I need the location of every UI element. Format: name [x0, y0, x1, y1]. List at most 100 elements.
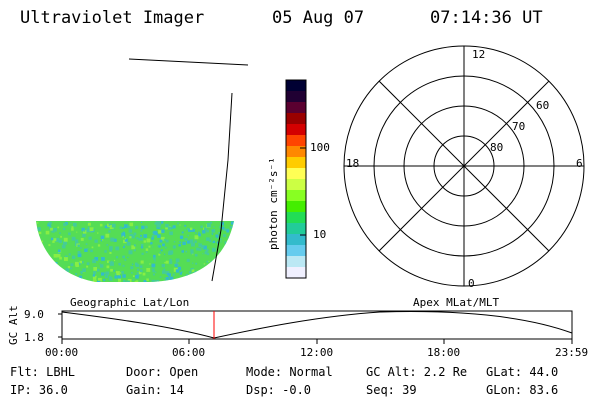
timeline-x-label-1200: 12:00	[300, 346, 334, 359]
image-pixel	[224, 242, 227, 245]
image-pixel	[124, 238, 126, 240]
image-pixel	[202, 253, 204, 255]
image-pixel	[165, 277, 169, 280]
image-pixel	[165, 239, 169, 243]
image-pixel	[48, 244, 51, 247]
colorbar-segment	[286, 157, 306, 169]
image-pixel	[219, 225, 222, 229]
image-pixel	[38, 271, 43, 276]
image-pixel	[167, 226, 172, 230]
image-pixel	[115, 271, 120, 275]
image-pixel	[206, 223, 211, 228]
image-pixel	[165, 225, 169, 230]
colorbar-segment	[286, 135, 306, 147]
image-pixel	[233, 255, 234, 259]
image-pixel	[192, 262, 194, 264]
image-pixel	[169, 260, 173, 265]
image-pixel	[220, 221, 224, 226]
image-pixel	[70, 275, 72, 278]
image-pixel	[63, 227, 66, 231]
image-pixel	[58, 274, 61, 277]
image-pixel	[96, 268, 100, 272]
image-pixel	[128, 250, 133, 255]
image-pixel	[136, 237, 139, 240]
image-pixel	[135, 280, 139, 282]
image-pixel	[221, 253, 225, 257]
image-pixel	[96, 280, 101, 282]
timeline-frame	[61, 310, 573, 340]
colorbar-unit-label: photon cm⁻²s⁻¹	[267, 157, 280, 250]
mlat-label-80: 80	[490, 141, 504, 154]
image-pixel	[200, 225, 203, 228]
image-pixel	[198, 276, 202, 280]
image-pixel	[70, 263, 74, 267]
image-pixel	[45, 257, 49, 261]
image-pixel	[60, 235, 62, 238]
image-pixel	[161, 264, 164, 267]
image-pixel	[104, 275, 108, 279]
image-pixel	[108, 261, 111, 264]
image-pixel	[139, 269, 143, 273]
image-pixel	[126, 241, 131, 246]
image-pixel	[83, 230, 87, 234]
image-pixel	[173, 281, 177, 282]
image-pixel	[233, 267, 234, 270]
mlt-label-18: 18	[346, 157, 360, 170]
image-pixel	[196, 247, 200, 251]
colorbar-segment	[286, 245, 306, 257]
image-pixel	[158, 245, 161, 248]
image-pixel	[217, 237, 219, 239]
image-pixel	[51, 259, 54, 262]
apex-label: Apex MLat/MLT	[413, 296, 500, 309]
image-pixel	[92, 274, 95, 277]
image-pixel	[158, 253, 161, 256]
image-pixel	[105, 233, 110, 238]
image-pixel	[232, 268, 234, 272]
image-pixel	[44, 281, 48, 282]
image-pixel	[196, 281, 199, 282]
image-pixel	[186, 240, 191, 244]
image-pixel	[187, 234, 189, 237]
image-pixel	[189, 227, 193, 231]
mlt-label-6: 6	[576, 157, 583, 170]
image-pixel	[58, 239, 62, 243]
image-pixel	[145, 251, 148, 253]
colorbar-frame	[285, 79, 307, 279]
info-gain: Gain: 14	[126, 383, 184, 397]
image-pixel	[159, 239, 163, 243]
image-pixel	[230, 251, 233, 254]
image-pixel	[230, 271, 233, 275]
image-pixel	[227, 274, 230, 277]
image-pixel	[185, 250, 187, 253]
image-pixel	[132, 235, 135, 238]
image-pixel	[179, 235, 184, 239]
image-pixel	[213, 226, 215, 228]
image-pixel	[140, 237, 143, 241]
image-pixel	[92, 259, 97, 264]
image-pixel	[139, 265, 143, 268]
image-pixel	[63, 237, 68, 242]
timeline-x-label-2359: 23:59	[555, 346, 589, 359]
image-pixel	[158, 230, 162, 234]
image-pixel	[109, 261, 114, 266]
image-pixel	[177, 279, 181, 282]
image-pixel	[114, 259, 116, 261]
image-pixel	[224, 271, 227, 274]
image-pixel	[92, 280, 97, 282]
image-pixel	[225, 277, 227, 279]
image-pixel	[71, 236, 76, 241]
image-pixel	[168, 275, 171, 278]
image-pixel	[54, 272, 57, 275]
image-pixel	[152, 269, 155, 273]
image-pixel	[53, 254, 58, 258]
image-pixel	[232, 275, 234, 280]
image-pixel	[44, 278, 46, 280]
colorbar-segment	[286, 168, 306, 180]
image-pixel	[222, 225, 225, 228]
image-pixel	[79, 260, 82, 264]
image-pixel	[206, 252, 210, 256]
image-pixel	[75, 273, 78, 276]
image-pixel	[87, 227, 91, 231]
image-pixel	[198, 243, 202, 248]
